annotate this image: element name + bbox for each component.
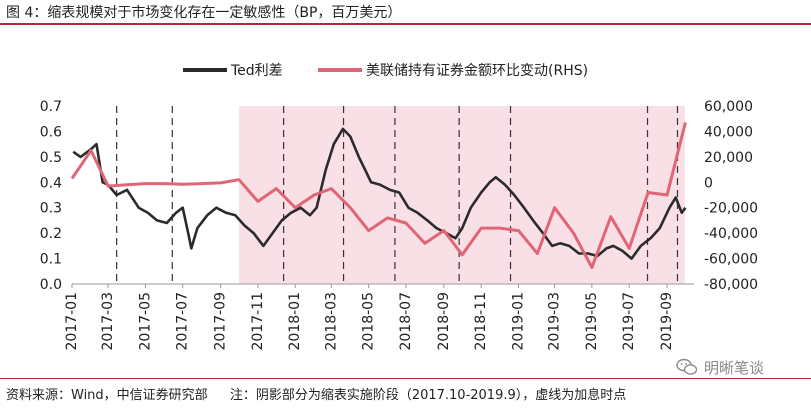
y-right-tick-label: 0 (704, 175, 713, 191)
series-ted-spread-line (72, 127, 687, 260)
y-left-tick-label: 0.2 (40, 226, 62, 242)
x-tick-label: 2018-09 (436, 292, 452, 351)
y-left-tick-label: 0.5 (40, 150, 62, 166)
y-right-tick-label: -20,000 (704, 201, 758, 217)
series-fed-holdings-line (70, 122, 687, 269)
x-tick-label: 2018-03 (323, 292, 339, 351)
chart-title-bar: 图 4：缩表规模对于市场变化存在一定敏感性（BP，百万美元） (0, 0, 811, 25)
x-tick-label: 2017-01 (64, 292, 80, 351)
footer: 资料来源：Wind，中信证券研究部 注：阴影部分为缩表实施阶段（2017.10-… (6, 384, 626, 403)
x-tick-label: 2017-09 (213, 292, 229, 351)
chart: 0.0 0.1 0.2 0.3 0.4 0.5 0.6 0.7 -80,000 -60,000 -4… (40, 63, 758, 351)
y-right-tick-label: -60,000 (704, 252, 758, 268)
title-divider (0, 23, 811, 25)
x-tick-label: 2019-09 (659, 292, 675, 351)
y-right-tick-label: 40,000 (704, 124, 753, 140)
x-tick-label: 2018-01 (287, 292, 303, 351)
y-right-tick-label: -80,000 (704, 277, 758, 293)
watermark: 明晰笔谈 (676, 356, 764, 378)
chart-title: 图 4：缩表规模对于市场变化存在一定敏感性（BP，百万美元） (6, 5, 402, 21)
x-tick-label: 2019-07 (621, 292, 637, 351)
x-tick-label: 2018-07 (398, 292, 414, 351)
footer-divider (0, 378, 811, 379)
x-tick-label: 2018-11 (473, 292, 489, 351)
x-tick-label: 2017-05 (137, 292, 153, 351)
watermark-text: 明晰笔谈 (704, 358, 765, 377)
y-left-tick-label: 0.6 (40, 124, 62, 140)
y-left-tick-label: 0.3 (40, 201, 62, 217)
x-tick-label: 2019-05 (584, 292, 600, 351)
source-note: 资料来源：Wind，中信证券研究部 (6, 388, 208, 403)
x-tick-label: 2017-07 (175, 292, 191, 351)
y-right-tick-label: -40,000 (704, 226, 758, 242)
y-right-tick-label: 20,000 (704, 150, 753, 166)
x-tick-label: 2018-05 (361, 292, 377, 351)
shading-note: 注：阴影部分为缩表实施阶段（2017.10-2019.9），虚线为加息时点 (229, 388, 627, 403)
y-right-tick-label: 60,000 (704, 99, 753, 115)
shaded-region (238, 106, 685, 284)
legend-label-fed: 美联储持有证券金额环比变动(RHS) (366, 63, 588, 79)
wechat-icon (676, 358, 698, 375)
x-tick-label: 2017-03 (100, 292, 116, 351)
y-left-tick-label: 0.4 (40, 175, 62, 191)
y-left-tick-label: 0.1 (40, 252, 62, 268)
y-left-tick-label: 0.0 (40, 277, 62, 293)
x-tick-label: 2019-01 (510, 292, 526, 351)
x-tick-label: 2017-11 (250, 292, 266, 351)
legend-label-ted: Ted利差 (230, 63, 283, 79)
x-tick-label: 2019-03 (547, 292, 563, 351)
y-left-tick-label: 0.7 (40, 99, 62, 115)
